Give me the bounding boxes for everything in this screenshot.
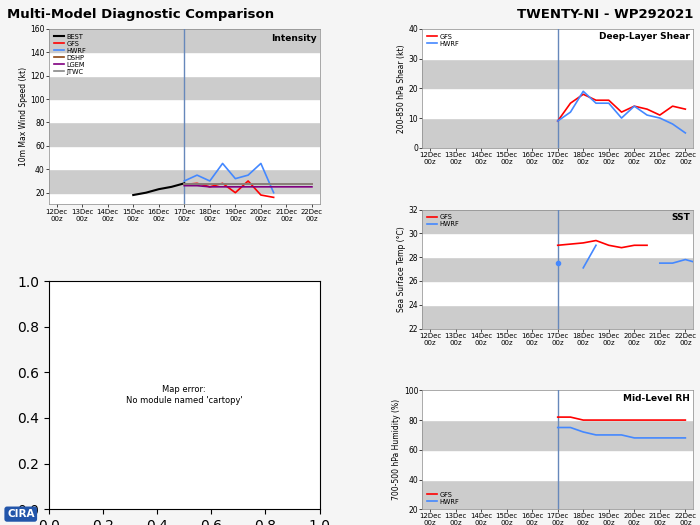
Bar bbox=[422, 420, 693, 450]
Bar bbox=[422, 88, 693, 118]
Text: Multi-Model Diagnostic Comparison: Multi-Model Diagnostic Comparison bbox=[7, 8, 274, 21]
Bar bbox=[422, 209, 693, 234]
Legend: GFS, HWRF: GFS, HWRF bbox=[426, 213, 461, 228]
Y-axis label: 200-850 hPa Shear (kt): 200-850 hPa Shear (kt) bbox=[397, 44, 406, 133]
Text: TWENTY-NI - WP292021: TWENTY-NI - WP292021 bbox=[517, 8, 693, 21]
Text: Deep-Layer Shear: Deep-Layer Shear bbox=[599, 33, 690, 41]
Bar bbox=[422, 29, 693, 59]
Legend: BEST, GFS, HWRF, DSHP, LGEM, JTWC: BEST, GFS, HWRF, DSHP, LGEM, JTWC bbox=[52, 32, 88, 76]
Bar bbox=[49, 146, 320, 169]
Bar bbox=[49, 169, 320, 193]
Bar bbox=[422, 479, 693, 509]
Bar bbox=[422, 450, 693, 479]
Bar bbox=[422, 281, 693, 304]
Text: CIRA: CIRA bbox=[7, 509, 34, 519]
Y-axis label: 700-500 hPa Humidity (%): 700-500 hPa Humidity (%) bbox=[392, 399, 401, 500]
Bar bbox=[422, 234, 693, 257]
Text: Mid-Level RH: Mid-Level RH bbox=[624, 394, 690, 403]
Bar bbox=[49, 76, 320, 99]
Bar bbox=[49, 122, 320, 146]
Bar bbox=[422, 59, 693, 88]
Bar bbox=[49, 99, 320, 122]
Legend: GFS, HWRF: GFS, HWRF bbox=[426, 32, 461, 48]
Bar bbox=[422, 118, 693, 148]
Text: SST: SST bbox=[671, 213, 690, 222]
Legend: GFS, HWRF: GFS, HWRF bbox=[426, 490, 461, 506]
Text: Intensity: Intensity bbox=[272, 34, 317, 43]
Bar bbox=[422, 391, 693, 420]
Bar bbox=[49, 29, 320, 52]
Text: Map error:
No module named 'cartopy': Map error: No module named 'cartopy' bbox=[126, 385, 243, 405]
Bar bbox=[422, 304, 693, 329]
Bar bbox=[49, 52, 320, 76]
Y-axis label: 10m Max Wind Speed (kt): 10m Max Wind Speed (kt) bbox=[19, 67, 27, 166]
Bar bbox=[422, 257, 693, 281]
Y-axis label: Sea Surface Temp (°C): Sea Surface Temp (°C) bbox=[397, 226, 406, 312]
